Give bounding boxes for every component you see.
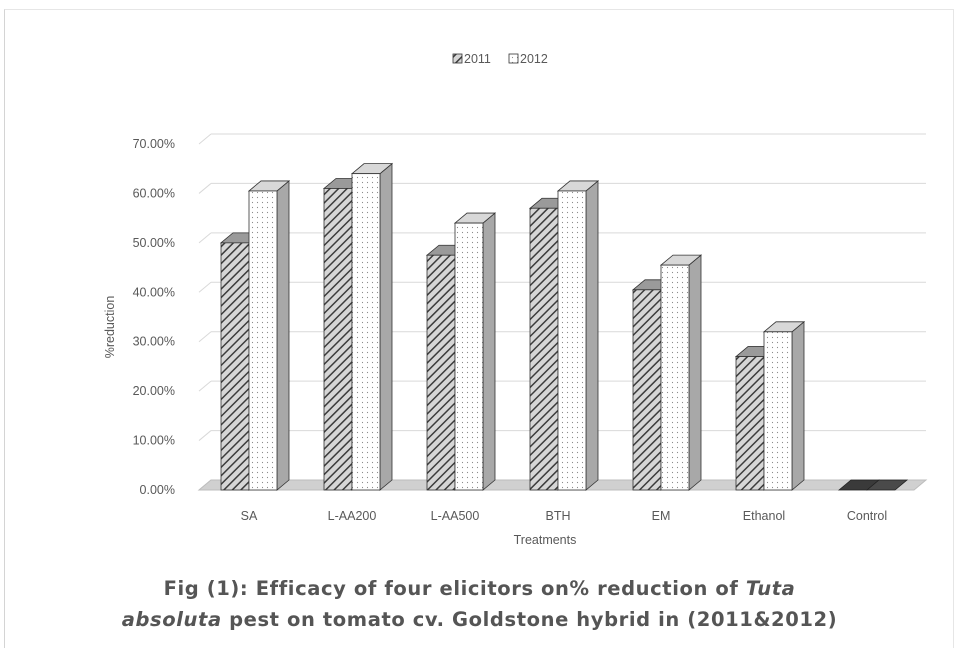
gridline-diagonal — [198, 133, 212, 145]
caption-text-1a: Fig (1): Efficacy of four elicitors on% … — [163, 577, 746, 600]
bar-front — [763, 331, 793, 491]
y-tick-label: 60.00% — [133, 186, 175, 200]
bar-BTH-2012 — [556, 180, 600, 491]
caption-line-2: absoluta pest on tomato cv. Goldstone hy… — [0, 604, 959, 635]
bar-front — [454, 222, 484, 491]
bar-Control-2012 — [865, 479, 909, 491]
legend-label-2011: 2011 — [464, 52, 491, 66]
y-tick-label: 0.00% — [140, 483, 175, 497]
gridline-diagonal — [198, 331, 212, 343]
bars — [219, 162, 909, 491]
x-axis-categories: SA L-AA200 L-AA500 BTH EM Ethanol Control — [241, 509, 887, 523]
bar-L-AA500-2012 — [453, 212, 497, 491]
x-tick-label: Control — [847, 509, 887, 523]
bar-side — [379, 162, 393, 491]
bar-front — [660, 264, 690, 491]
bar-front — [426, 254, 456, 491]
x-tick-label: BTH — [546, 509, 571, 523]
gridline-diagonal — [198, 430, 212, 441]
bar-EM-2012 — [659, 254, 703, 491]
gridline-diagonal — [198, 380, 212, 392]
y-tick-label: 70.00% — [133, 137, 175, 151]
y-axis-ticks: 0.00% 10.00% 20.00% 30.00% 40.00% 50.00% 60.00… — [133, 137, 175, 497]
caption-text-2b: pest on tomato cv. Goldstone hybrid in (… — [221, 608, 838, 631]
gridline-diagonal — [198, 281, 212, 293]
caption-text-1b: Tuta — [745, 577, 796, 600]
legend-swatch-2011 — [452, 53, 463, 64]
legend-swatch-2012 — [508, 53, 519, 64]
bar-side — [585, 180, 599, 491]
x-tick-label: SA — [241, 509, 258, 523]
y-tick-label: 40.00% — [133, 285, 175, 299]
y-tick-label: 50.00% — [133, 236, 175, 250]
gridline-diagonal — [198, 232, 212, 244]
bar-front — [735, 356, 765, 491]
bar-front — [248, 190, 278, 491]
bar-side — [276, 180, 290, 491]
legend-label-2012: 2012 — [520, 52, 548, 66]
bar-side — [482, 212, 496, 491]
bar-front — [529, 207, 559, 491]
y-axis-label: %reduction — [103, 296, 117, 359]
bar-front — [220, 242, 250, 491]
bar-side — [791, 320, 805, 491]
bar-L-AA200-2012 — [350, 162, 394, 491]
bar-front — [351, 173, 381, 491]
bar-side — [688, 254, 702, 491]
caption-text-2a: absoluta — [121, 608, 222, 631]
figure-caption: Fig (1): Efficacy of four elicitors on% … — [0, 573, 959, 635]
caption-line-1: Fig (1): Efficacy of four elicitors on% … — [0, 573, 959, 604]
bar-front — [557, 190, 587, 491]
gridline-diagonal — [198, 183, 212, 194]
bar-flat — [865, 479, 909, 491]
x-tick-label: EM — [652, 509, 671, 523]
y-tick-label: 30.00% — [133, 335, 175, 349]
x-axis-label: Treatments — [514, 533, 577, 547]
x-tick-label: L-AA500 — [431, 509, 480, 523]
chart-legend: 2011 2012 — [452, 52, 548, 66]
x-tick-label: L-AA200 — [328, 509, 377, 523]
y-tick-label: 10.00% — [133, 434, 175, 448]
bar-front — [632, 289, 662, 491]
bar-Ethanol-2012 — [762, 320, 806, 491]
bar-front — [323, 188, 353, 491]
chart-frame — [4, 9, 954, 648]
y-tick-label: 20.00% — [133, 384, 175, 398]
x-tick-label: Ethanol — [743, 509, 785, 523]
bar-SA-2012 — [247, 180, 291, 491]
